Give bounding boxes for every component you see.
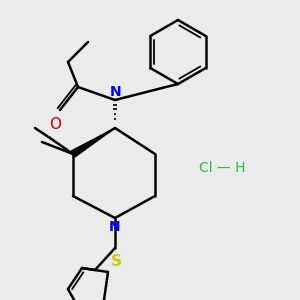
Text: S: S bbox=[111, 254, 122, 269]
Text: N: N bbox=[109, 220, 121, 234]
Text: O: O bbox=[49, 117, 61, 132]
Text: N: N bbox=[110, 85, 122, 99]
Text: Cl — H: Cl — H bbox=[199, 161, 245, 175]
Polygon shape bbox=[71, 128, 115, 157]
